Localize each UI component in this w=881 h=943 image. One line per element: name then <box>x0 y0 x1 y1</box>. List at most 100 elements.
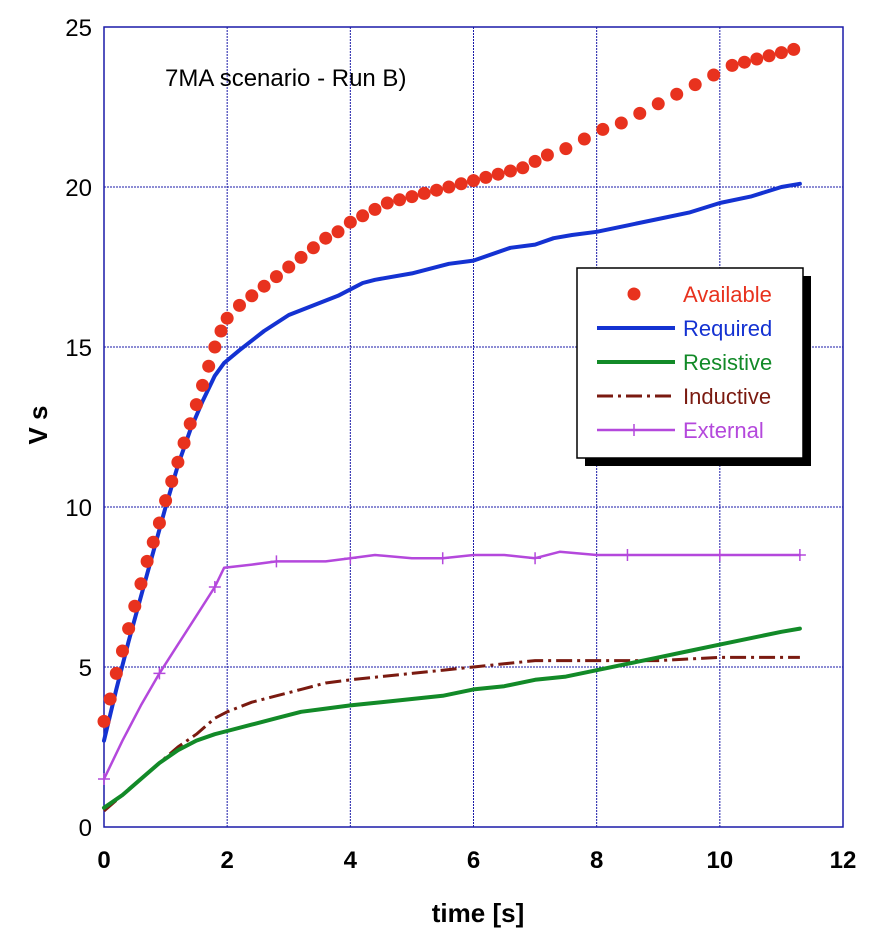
legend-label-available: Available <box>683 282 772 307</box>
point-available <box>454 177 468 191</box>
y-tick-label: 5 <box>79 655 92 682</box>
point-available <box>380 196 394 210</box>
y-tick-label: 0 <box>79 815 92 842</box>
point-available <box>202 359 216 373</box>
point-available <box>146 535 160 549</box>
point-available <box>774 46 788 60</box>
tick-labels: 0 2 4 6 8 10 12 0 5 10 15 20 25 <box>65 15 856 874</box>
y-tick-label: 10 <box>65 495 92 522</box>
point-available <box>577 132 591 146</box>
line-resistive <box>102 626 802 810</box>
legend-label-inductive: Inductive <box>683 384 771 409</box>
line-inductive <box>103 655 800 813</box>
y-tick-label: 15 <box>65 335 92 362</box>
y-tick-label: 25 <box>65 15 92 42</box>
series-layer <box>97 42 806 813</box>
line-external <box>102 550 802 781</box>
point-available <box>467 174 480 188</box>
point-available <box>479 170 493 184</box>
point-available <box>393 193 407 207</box>
point-available <box>725 58 739 72</box>
point-available <box>208 340 222 354</box>
point-available <box>189 398 203 412</box>
point-available <box>134 577 148 591</box>
point-available <box>152 516 166 530</box>
marker-external <box>529 552 542 565</box>
point-available <box>196 378 210 392</box>
x-axis-title: time [s] <box>432 898 524 928</box>
line-required <box>102 181 802 743</box>
legend-marker-external <box>628 424 640 436</box>
series-inductive <box>103 655 800 813</box>
point-available <box>762 49 776 63</box>
point-available <box>257 279 271 293</box>
marker-external <box>793 549 806 561</box>
point-available <box>177 436 191 450</box>
legend-item-external: External <box>597 418 764 443</box>
legend-label-external: External <box>683 418 764 443</box>
point-available <box>707 68 721 82</box>
point-available <box>750 52 764 66</box>
legend: Available Required Resistive Inductive Exter… <box>576 267 811 466</box>
x-tick-label: 8 <box>590 847 603 874</box>
point-available <box>159 494 173 508</box>
legend-item-inductive: Inductive <box>597 384 771 409</box>
point-available <box>430 183 444 197</box>
y-tick-label: 20 <box>65 175 92 202</box>
marker-external <box>270 555 283 568</box>
point-available <box>294 250 308 264</box>
point-available <box>319 231 333 245</box>
point-available <box>491 167 505 181</box>
x-tick-label: 6 <box>467 847 480 874</box>
legend-item-resistive: Resistive <box>597 350 772 375</box>
point-available <box>165 474 179 488</box>
series-resistive <box>102 626 802 810</box>
legend-marker-available <box>627 287 641 301</box>
x-tick-label: 0 <box>97 847 110 874</box>
point-available <box>214 324 228 338</box>
point-available <box>368 202 382 216</box>
marker-external <box>98 773 110 785</box>
marker-external <box>344 552 357 565</box>
x-tick-label: 2 <box>220 847 233 874</box>
point-available <box>183 417 197 431</box>
legend-label-resistive: Resistive <box>683 350 772 375</box>
point-available <box>115 644 129 658</box>
point-available <box>503 164 517 178</box>
point-available <box>331 225 345 239</box>
marker-external <box>436 552 449 565</box>
marker-external <box>713 549 726 561</box>
x-tick-label: 10 <box>706 847 733 874</box>
point-available <box>633 106 647 120</box>
x-tick-label: 12 <box>830 847 857 874</box>
point-available <box>528 154 542 168</box>
point-available <box>140 554 154 568</box>
point-available <box>282 260 296 274</box>
marker-external <box>153 667 166 680</box>
point-available <box>688 78 702 92</box>
x-tick-label: 4 <box>344 847 358 874</box>
series-external <box>98 549 806 785</box>
series-available <box>97 42 801 728</box>
point-available <box>651 97 665 111</box>
chart-annotation: 7MA scenario - Run B) <box>165 65 406 92</box>
legend-item-available: Available <box>627 282 772 307</box>
point-available <box>220 311 234 325</box>
point-available <box>442 180 456 194</box>
point-available <box>245 289 259 303</box>
point-available <box>737 55 751 69</box>
point-available <box>417 186 431 200</box>
point-available <box>559 142 573 156</box>
point-available <box>405 190 419 204</box>
y-axis-title: V s <box>23 405 53 444</box>
legend-label-required: Required <box>683 316 772 341</box>
point-available <box>122 622 136 636</box>
point-available <box>670 87 684 101</box>
marker-external <box>208 581 221 593</box>
point-available <box>787 42 801 56</box>
legend-item-required: Required <box>597 316 772 341</box>
point-available <box>232 298 246 312</box>
point-available <box>540 148 554 162</box>
point-available <box>343 215 357 229</box>
